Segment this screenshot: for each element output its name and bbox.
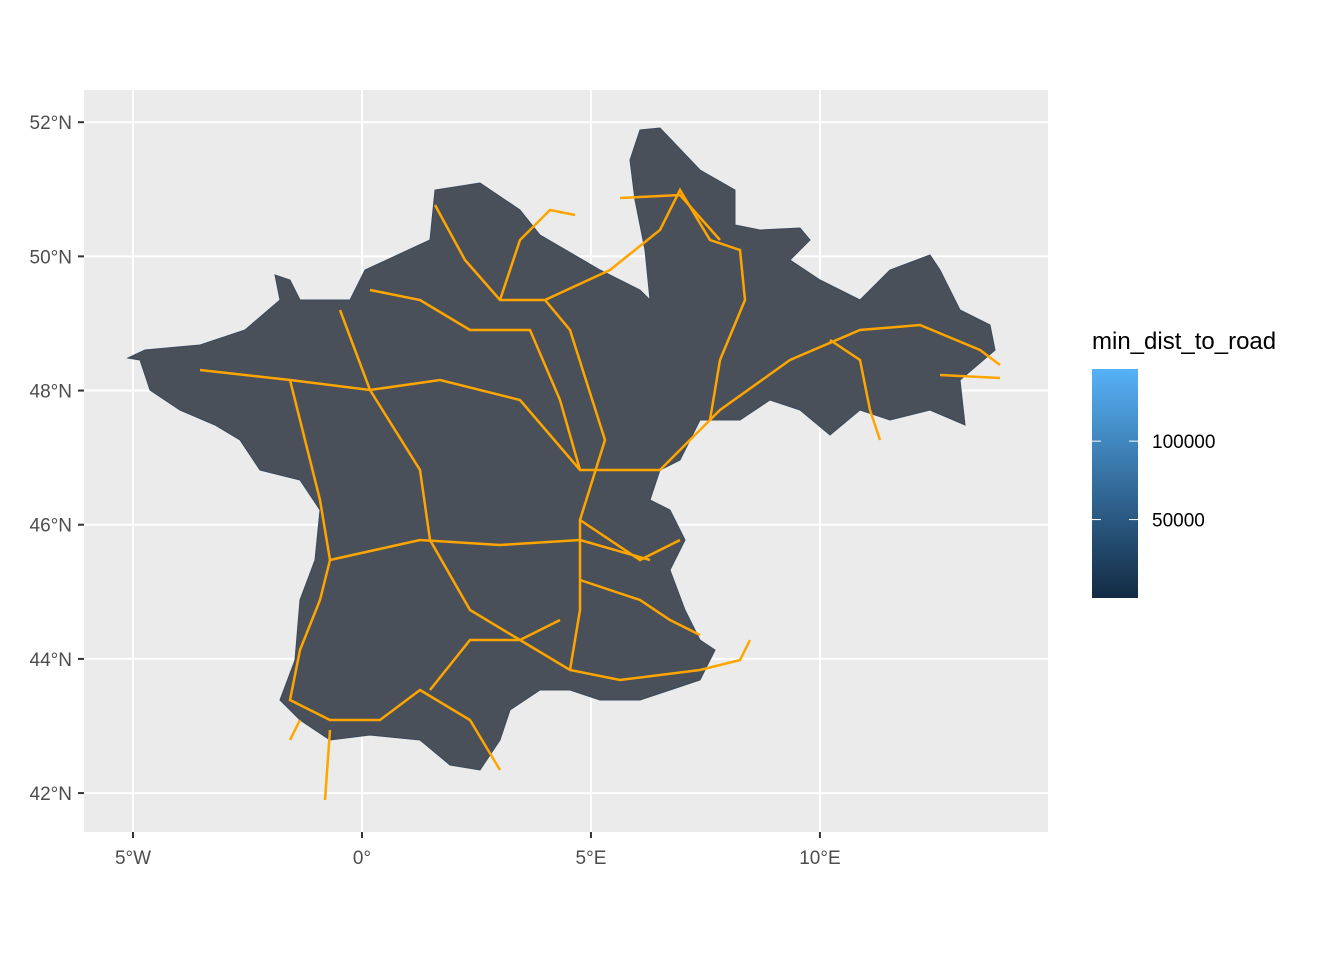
x-tick-label: 0° xyxy=(353,848,371,869)
x-tick-label: 5°W xyxy=(115,848,151,869)
x-tick-label: 10°E xyxy=(799,848,840,869)
legend-tick-label: 50000 xyxy=(1152,511,1205,532)
legend-tick-label: 100000 xyxy=(1152,432,1215,453)
y-tick-label: 46°N xyxy=(30,516,72,537)
legend-title: min_dist_to_road xyxy=(1092,328,1276,355)
y-tick-label: 42°N xyxy=(30,784,72,805)
y-tick-label: 48°N xyxy=(30,382,72,403)
y-tick-label: 50°N xyxy=(30,247,72,268)
colorbar xyxy=(1092,369,1138,598)
y-tick-label: 52°N xyxy=(30,113,72,134)
y-tick-label: 44°N xyxy=(30,650,72,671)
roads xyxy=(199,187,1001,801)
x-tick-label: 5°E xyxy=(576,848,607,869)
